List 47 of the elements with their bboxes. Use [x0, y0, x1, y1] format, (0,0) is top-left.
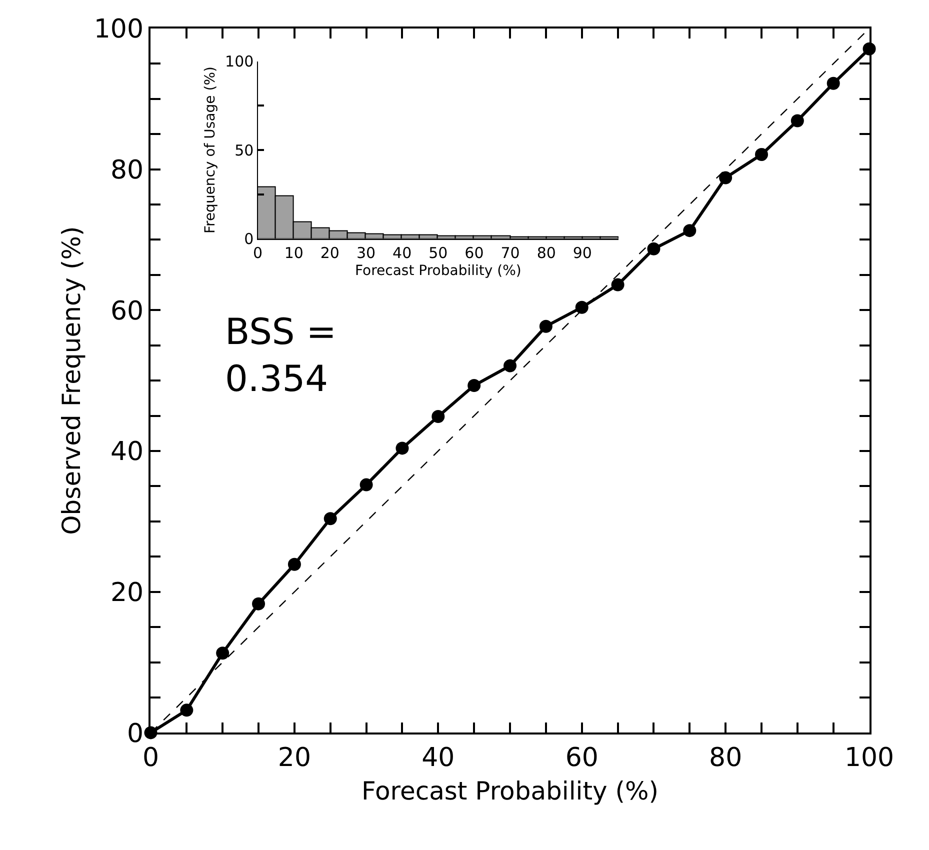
point — [504, 359, 517, 372]
y-tick-label: 100 — [225, 52, 254, 71]
y-tick-label: 0 — [126, 718, 144, 749]
point — [360, 478, 373, 492]
point — [288, 558, 301, 571]
x-tick-label: 40 — [392, 244, 412, 262]
y-tick-label: 0 — [244, 230, 254, 248]
y-tick-label: 40 — [110, 437, 144, 468]
point — [575, 300, 588, 314]
x-tick-label: 90 — [572, 244, 592, 262]
x-tick-label: 60 — [565, 742, 598, 773]
point — [826, 76, 840, 90]
x-tick-label: 10 — [284, 244, 304, 262]
y-tick-label: 100 — [94, 14, 144, 45]
point — [683, 224, 696, 238]
y-axis-title: Observed Frequency (%) — [57, 226, 86, 535]
x-tick-label: 100 — [844, 742, 894, 773]
point — [755, 148, 768, 162]
annotation: BSS = 0.354 — [225, 312, 336, 400]
point — [180, 704, 194, 717]
x-tick-label: 70 — [500, 244, 520, 262]
x-axis-title: Forecast Probability (%) — [354, 263, 522, 280]
x-tick-label: 80 — [709, 742, 742, 773]
x-tick-label: 50 — [428, 244, 448, 262]
x-tick-label: 20 — [278, 742, 311, 773]
point — [611, 278, 624, 292]
y-axis-title: Frequency of Usage (%) — [202, 66, 219, 234]
y-tick-label: 80 — [110, 155, 144, 186]
point — [539, 320, 552, 333]
point — [432, 410, 445, 423]
x-tick-label: 20 — [320, 244, 340, 262]
x-axis-title: Forecast Probability (%) — [361, 776, 659, 806]
point — [468, 379, 481, 392]
point — [790, 114, 804, 128]
point — [647, 242, 660, 256]
point — [324, 512, 337, 526]
y-tick-label: 50 — [234, 141, 254, 160]
point — [719, 171, 732, 184]
point — [216, 646, 230, 660]
y-tick-label: 20 — [110, 578, 144, 608]
x-tick-label: 30 — [356, 244, 376, 262]
x-tick-label: 60 — [464, 244, 484, 262]
point — [252, 597, 266, 610]
point — [396, 442, 409, 455]
x-tick-label: 80 — [536, 244, 556, 262]
x-tick-label: 40 — [422, 742, 455, 773]
y-tick-label: 60 — [110, 296, 144, 326]
